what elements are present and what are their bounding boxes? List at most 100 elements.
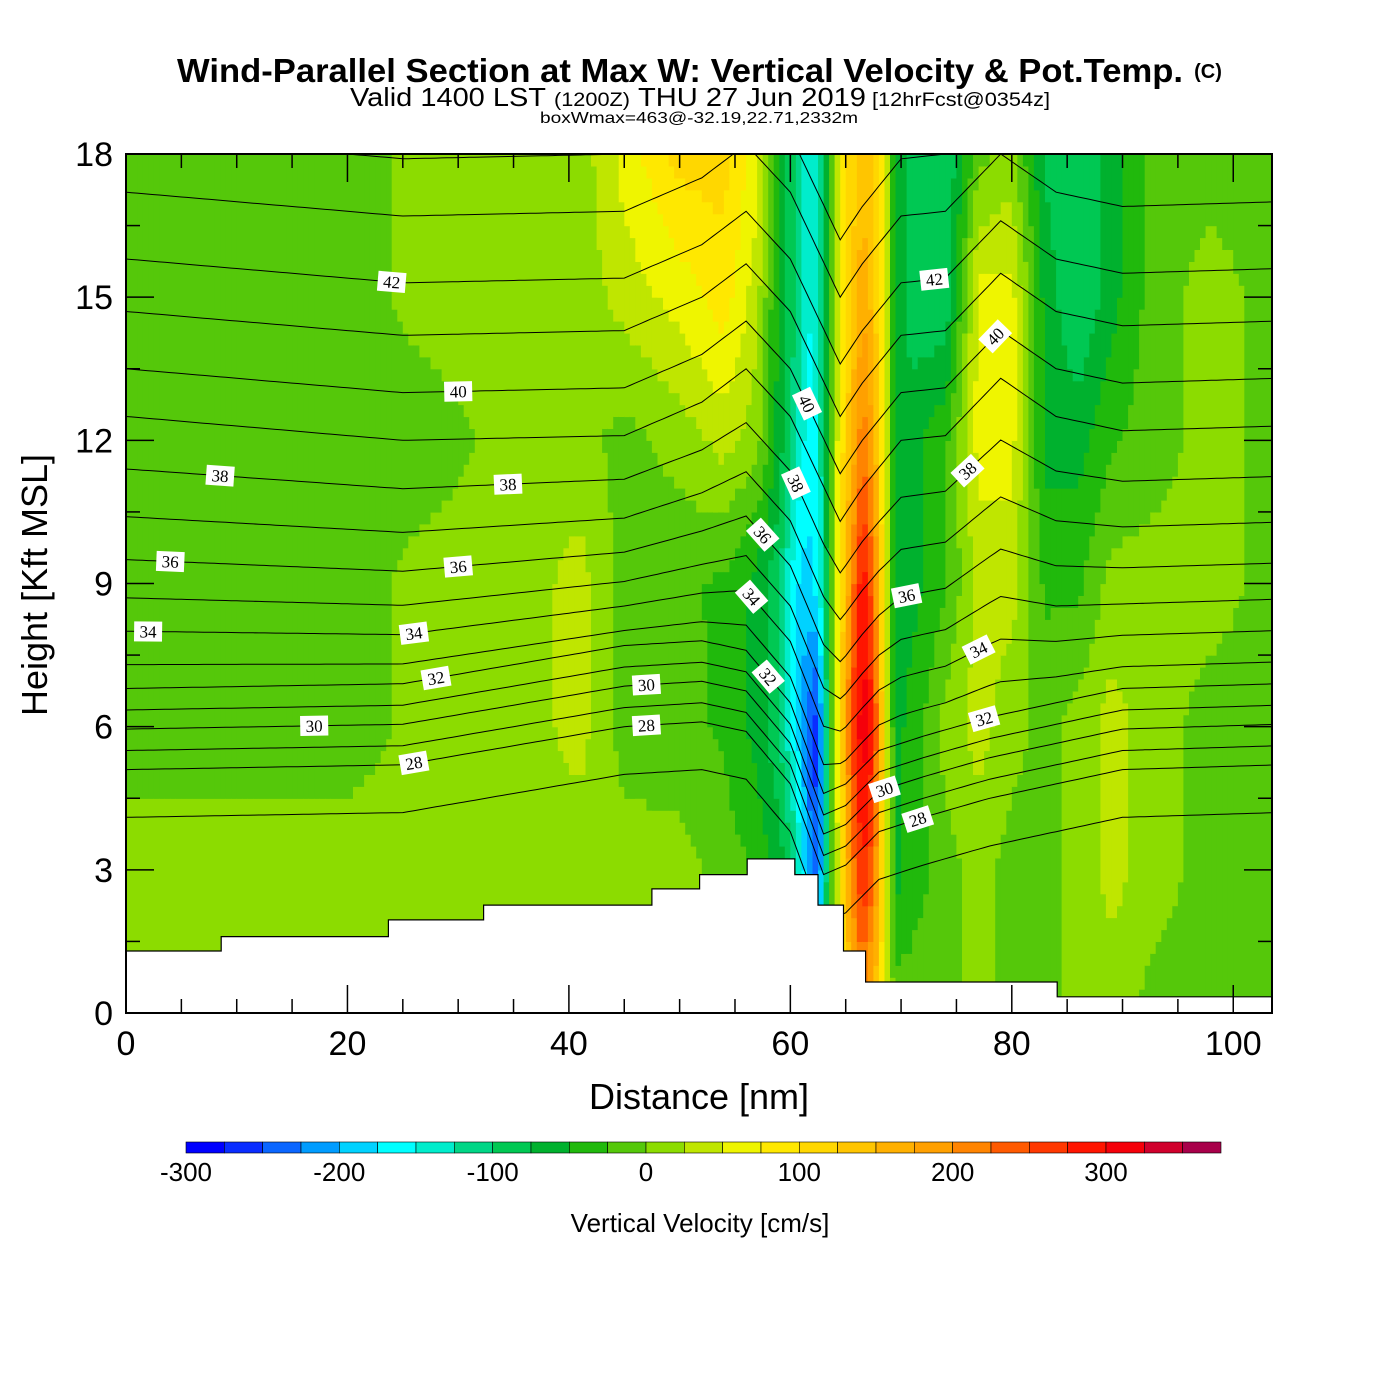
heatmap-cell <box>962 237 969 334</box>
heatmap-cell <box>441 154 448 382</box>
heatmap-cell <box>275 798 282 1013</box>
heatmap-cell <box>430 511 437 1013</box>
heatmap-cell <box>696 154 703 191</box>
heatmap-cell <box>768 488 775 561</box>
heatmap-cell <box>153 798 160 1013</box>
colorbar-swatch <box>952 1141 992 1154</box>
colorbar-swatch <box>492 1141 532 1154</box>
heatmap-cell <box>867 154 874 310</box>
contour-label-text: 38 <box>783 472 807 495</box>
heatmap-cell <box>1061 154 1068 346</box>
heatmap-cell <box>923 428 930 704</box>
heatmap-cell <box>1056 488 1063 608</box>
heatmap-cell <box>939 607 946 704</box>
heatmap-cell <box>973 189 980 251</box>
heatmap-cell <box>845 392 852 501</box>
heatmap-cell <box>336 154 343 799</box>
heatmap-cell <box>973 154 980 191</box>
colorbar-swatch <box>722 1141 762 1154</box>
heatmap-cell <box>1045 488 1052 620</box>
heatmap-cell <box>1150 154 1157 513</box>
heatmap-cell <box>198 154 205 799</box>
heatmap-cell <box>203 798 210 1013</box>
x-tick-label: 60 <box>771 1025 809 1063</box>
heatmap-cell <box>751 464 758 513</box>
contour-label: 40 <box>443 381 473 402</box>
heatmap-cell <box>640 154 647 167</box>
colorbar-swatch <box>1105 1141 1145 1154</box>
heatmap-cell <box>856 154 863 250</box>
heatmap-cell <box>624 225 631 334</box>
heatmap-cell <box>685 500 692 835</box>
colorbar-swatch <box>990 1141 1030 1154</box>
heatmap-cell <box>723 774 730 954</box>
heatmap-cell <box>674 249 681 322</box>
heatmap-cell <box>1155 154 1162 513</box>
x-axis-title: Distance [nm] <box>589 1076 809 1117</box>
heatmap-cell <box>319 798 326 1013</box>
copyright-mark: (C) <box>1194 61 1222 83</box>
heatmap-cell <box>867 941 874 990</box>
subtitle-valid: Valid 1400 LST <box>350 82 546 112</box>
heatmap-cell <box>640 165 647 274</box>
contour-label-text: 38 <box>211 466 229 486</box>
heatmap-cell <box>939 154 946 346</box>
heatmap-cell <box>1100 893 1107 1013</box>
heatmap-cell <box>1050 607 1057 1013</box>
heatmap-cell <box>181 798 188 1013</box>
colorbar-swatch <box>224 1141 263 1154</box>
heatmap-cell <box>347 798 354 1013</box>
heatmap-cell <box>1122 154 1129 429</box>
heatmap-cell <box>1072 607 1079 692</box>
heatmap-cell <box>297 154 304 799</box>
contour-label-text: 34 <box>404 623 424 644</box>
heatmap-cell <box>1033 154 1040 191</box>
heatmap-cell <box>707 726 714 907</box>
heatmap-cell <box>491 154 498 1013</box>
heatmap-cell <box>1006 273 1013 501</box>
heatmap-cell <box>568 154 575 537</box>
heatmap-cell <box>247 154 254 799</box>
contour-label: 36 <box>155 550 185 573</box>
heatmap-cell <box>1117 547 1124 692</box>
contour-label-text: 40 <box>794 392 818 416</box>
heatmap-cell <box>546 154 553 1013</box>
heatmap-cell <box>1078 595 1085 680</box>
heatmap-cell <box>1089 333 1096 429</box>
heatmap-cell <box>707 440 714 513</box>
heatmap-cell <box>1011 619 1018 787</box>
heatmap-cell <box>679 333 686 406</box>
heatmap-cell <box>353 786 360 1013</box>
heatmap-cell <box>784 547 791 752</box>
heatmap-cell <box>917 595 924 919</box>
colorbar-swatch <box>530 1141 570 1154</box>
colorbar-tick-label: 200 <box>931 1157 974 1187</box>
heatmap-cell <box>735 356 742 441</box>
colorbar-tick-label: -200 <box>313 1157 365 1187</box>
contour-label-box <box>950 453 985 488</box>
heatmap-cell <box>380 154 387 752</box>
heatmap-cell <box>458 404 465 477</box>
heatmap-cell <box>945 440 952 680</box>
contour-label: 28 <box>398 750 430 776</box>
contour-label: 38 <box>493 473 523 495</box>
heatmap-cell <box>408 154 415 346</box>
heatmap-cell <box>867 535 874 597</box>
colorbar-swatch <box>683 1141 723 1154</box>
heatmap-cell <box>607 511 614 1013</box>
heatmap-cell <box>1105 678 1112 919</box>
heatmap-cell <box>137 154 144 799</box>
heatmap-cell <box>790 488 797 561</box>
colorbar-tick-label: 300 <box>1084 1157 1127 1187</box>
heatmap-cell <box>735 440 742 489</box>
heatmap-cell <box>712 154 719 215</box>
heatmap-cell <box>950 392 957 644</box>
heatmap-cell <box>740 333 747 429</box>
heatmap-cell <box>818 655 825 704</box>
heatmap-cell <box>651 452 658 811</box>
contour-label-box <box>205 464 235 487</box>
heatmap-cell <box>1177 881 1184 1013</box>
heatmap-cell <box>1161 929 1168 1013</box>
